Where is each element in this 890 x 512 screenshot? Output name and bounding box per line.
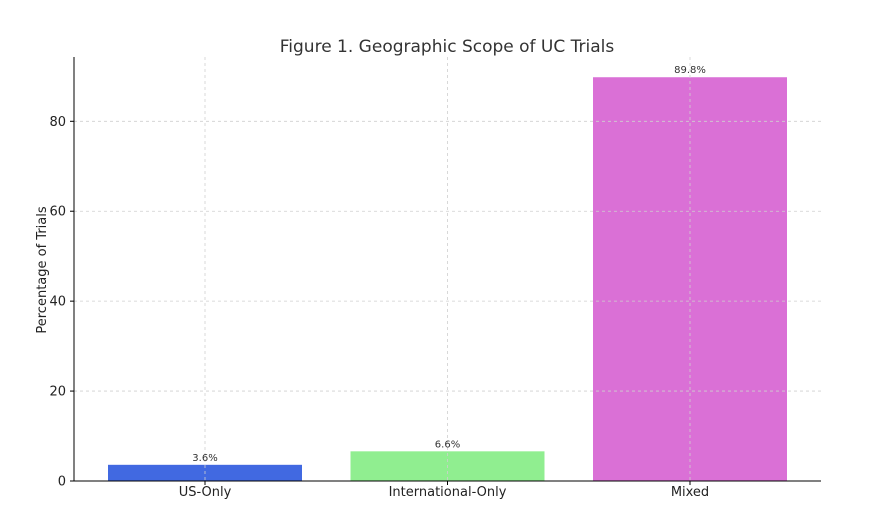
tick-labels: 0 20 40 60 80 US-Only International-Only Mixed	[49, 115, 709, 500]
x-tick-label: Mixed	[671, 485, 709, 500]
data-label: 3.6%	[192, 453, 217, 464]
data-labels: 3.6% 6.6% 89.8%	[192, 65, 706, 464]
y-tick-label: 0	[58, 475, 66, 490]
y-axis-label: Percentage of Trials	[35, 206, 50, 333]
grid-lines	[74, 57, 821, 481]
x-tick-label: US-Only	[179, 485, 232, 500]
data-label: 6.6%	[435, 439, 460, 450]
y-tick-label: 20	[49, 385, 66, 400]
y-tick-label: 40	[49, 295, 66, 310]
data-label: 89.8%	[674, 65, 706, 76]
x-tick-label: International-Only	[389, 485, 507, 500]
axes	[70, 57, 821, 485]
chart-title: Figure 1. Geographic Scope of UC Trials	[280, 37, 615, 57]
y-tick-label: 80	[49, 115, 66, 130]
y-tick-label: 60	[49, 205, 66, 220]
